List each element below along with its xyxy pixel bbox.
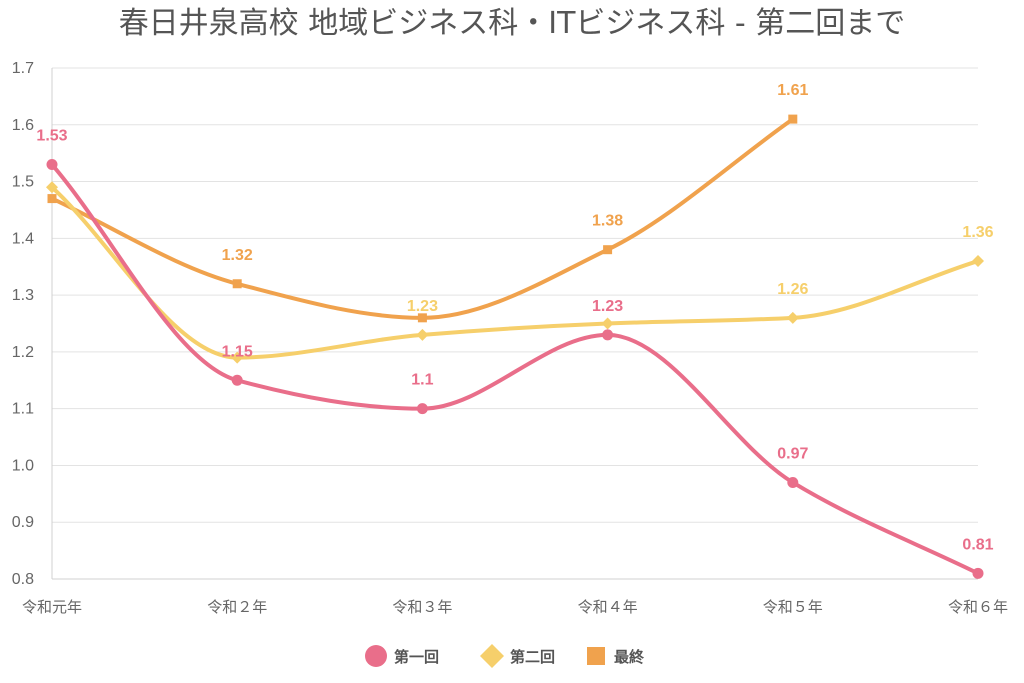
x-tick-label: 令和６年	[948, 598, 1008, 616]
data-point[interactable]	[602, 329, 614, 341]
data-point[interactable]	[972, 255, 984, 268]
legend-item-2[interactable]: 最終	[587, 647, 645, 666]
data-label: 1.23	[407, 298, 438, 315]
x-tick-label: 令和元年	[22, 598, 82, 616]
legend-square-marker	[587, 647, 605, 665]
y-tick-label: 1.3	[12, 287, 34, 304]
series-line-1	[50, 185, 980, 360]
data-point[interactable]	[786, 311, 799, 324]
data-point[interactable]	[601, 317, 614, 330]
data-point[interactable]	[416, 403, 428, 415]
data-point[interactable]	[231, 374, 243, 386]
data-point[interactable]	[972, 567, 984, 579]
data-label: 1.32	[222, 247, 253, 264]
series-markers	[46, 114, 984, 579]
data-label: 0.81	[962, 536, 993, 553]
y-tick-label: 1.6	[12, 117, 34, 134]
x-tick-label: 令和３年	[392, 598, 452, 616]
legend-label: 第一回	[394, 648, 439, 666]
data-point[interactable]	[603, 245, 613, 255]
data-point[interactable]	[47, 194, 57, 204]
data-label: 0.97	[777, 445, 808, 462]
series-line-0	[50, 162, 980, 576]
legend-circle-marker	[365, 645, 387, 667]
legend[interactable]: 第一回 第二回 最終	[365, 644, 645, 668]
legend-item-0[interactable]: 第一回	[365, 645, 439, 667]
y-tick-label: 0.8	[12, 571, 34, 588]
data-point[interactable]	[46, 159, 58, 171]
legend-diamond-marker	[480, 644, 504, 668]
data-label: 1.15	[222, 343, 253, 360]
x-tick-label: 令和４年	[578, 598, 638, 616]
data-point[interactable]	[46, 181, 58, 194]
y-tick-label: 1.5	[12, 174, 34, 191]
x-tick-label: 令和５年	[763, 598, 823, 616]
data-labels: 1.32 1.38 1.61 1.23 1.26 1.36 1.53 1.15 1.1 1.23 0…	[36, 82, 993, 553]
y-tick-label: 1.0	[12, 457, 34, 474]
x-tick-label: 令和２年	[207, 598, 267, 616]
legend-label: 最終	[614, 648, 645, 666]
series-lines	[50, 117, 980, 576]
data-label: 1.1	[411, 372, 433, 389]
legend-label: 第二回	[510, 648, 555, 666]
data-point[interactable]	[416, 328, 429, 341]
data-point[interactable]	[231, 351, 244, 364]
chart-title: 春日井泉高校 地域ビジネス科・ITビジネス科 - 第二回まで	[119, 6, 906, 41]
data-label: 1.61	[777, 82, 808, 99]
data-label: 1.36	[962, 224, 993, 241]
data-point[interactable]	[788, 114, 798, 124]
data-point[interactable]	[787, 476, 799, 488]
data-label: 1.38	[592, 213, 623, 230]
legend-item-1[interactable]: 第二回	[480, 644, 555, 668]
y-tick-label: 0.9	[12, 514, 34, 531]
series-line-2	[50, 117, 795, 320]
grid	[52, 67, 978, 580]
data-label: 1.23	[592, 298, 623, 315]
data-point[interactable]	[417, 313, 427, 323]
axes: 0.8 0.9 1.0 1.1 1.2 1.3 1.4 1.5 1.6 1.7 令和元年 令和２年 令和…	[12, 60, 1008, 616]
data-label: 1.53	[36, 128, 67, 145]
y-tick-label: 1.2	[12, 344, 34, 361]
data-point[interactable]	[232, 279, 242, 289]
y-tick-label: 1.4	[12, 230, 34, 247]
y-tick-label: 1.1	[12, 401, 34, 418]
y-tick-label: 1.7	[12, 60, 34, 77]
data-label: 1.26	[777, 281, 808, 298]
